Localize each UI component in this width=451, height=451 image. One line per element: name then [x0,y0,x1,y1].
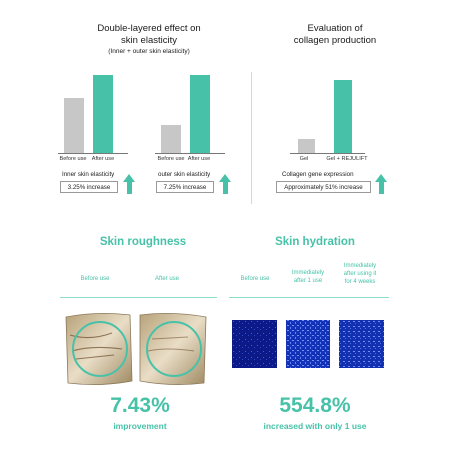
elasticity-title-line1: Double-layered effect on [97,23,201,34]
category-label: After use [187,156,211,162]
collagen-title-line2: collagen production [293,35,377,46]
replica-before-image [65,313,133,385]
elasticity-subtitle: (Inner + outer skin elasticity) [108,48,190,55]
collagen-value: Approximately 51% increase [276,181,371,193]
roughness-replica-images [65,313,207,385]
outer-elasticity-chart [155,70,225,153]
hydration-rule [229,297,389,298]
replica-after-image [139,313,207,385]
roughness-col-before: Before use [80,276,110,282]
chart-baseline [290,153,365,154]
collagen-label: Collagen gene expression [282,171,354,178]
category-label: Before use [59,156,87,162]
hydration-after4-image [339,320,384,368]
roughness-rule [60,297,217,298]
chart-bar-before [161,125,181,153]
chart-bar-after [190,75,210,153]
collagen-title-line1: Evaluation of [307,23,363,34]
outer-elasticity-value: 7.25% increase [156,181,214,193]
hydration-col-after4-line3: for 4 weeks [344,279,376,286]
roughness-result-value: 7.43% [110,394,170,417]
hydration-scan-images [232,320,384,368]
hydration-col-after1-line2: after 1 use [293,278,323,285]
hydration-col-after1: Immediately after 1 use [282,269,334,285]
hydration-before-image [232,320,277,368]
section-divider [251,72,252,204]
up-arrow-icon [375,174,387,194]
hydration-col-before: Before use [240,276,270,282]
elasticity-title-line2: skin elasticity [121,35,177,46]
inner-elasticity-chart [58,70,128,153]
chart-baseline [155,153,225,154]
up-arrow-icon [123,174,135,194]
inner-elasticity-label: Inner skin elasticity [62,171,115,178]
category-label: Before use [157,156,185,162]
chart-bar-gel [298,139,315,153]
hydration-title: Skin hydration [275,236,355,248]
up-arrow-icon [219,174,231,194]
hydration-after1-image [286,320,330,368]
category-label: Gel + REJULIFT [326,156,368,162]
hydration-result-label: increased with only 1 use [263,421,367,431]
hydration-col-after1-line1: Immediately [291,270,325,276]
roughness-title: Skin roughness [99,236,187,248]
collagen-chart [290,70,365,153]
chart-bar-gel-rejulift [334,80,352,153]
inner-elasticity-value: 3.25% increase [60,181,118,193]
roughness-col-after: After use [154,276,179,282]
category-label: Gel [299,156,309,162]
chart-bar-after [93,75,113,153]
hydration-col-after4: Immediately after using it for 4 weeks [332,262,388,286]
hydration-result-value: 554.8% [279,394,351,417]
hydration-col-after4-line2: after using it [343,271,377,278]
outer-elasticity-label: outer skin elasticity [158,171,211,178]
chart-baseline [58,153,128,154]
roughness-result-label: improvement [113,421,167,431]
chart-bar-before [64,97,84,153]
category-label: After use [91,156,115,162]
hydration-col-after4-line1: Immediately [343,263,377,269]
